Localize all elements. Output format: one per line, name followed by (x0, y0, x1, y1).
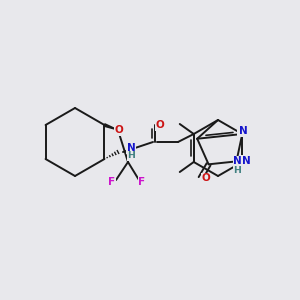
Text: N: N (239, 126, 248, 136)
Text: N: N (127, 143, 135, 153)
Text: O: O (201, 173, 210, 183)
Text: O: O (115, 125, 123, 135)
Text: F: F (138, 177, 146, 187)
Text: N: N (233, 156, 242, 167)
Text: H: H (127, 152, 135, 160)
Text: H: H (233, 166, 242, 175)
Text: F: F (108, 177, 116, 187)
Text: O: O (156, 120, 164, 130)
Text: N: N (242, 156, 250, 166)
Polygon shape (104, 124, 118, 130)
Text: N: N (238, 126, 247, 136)
